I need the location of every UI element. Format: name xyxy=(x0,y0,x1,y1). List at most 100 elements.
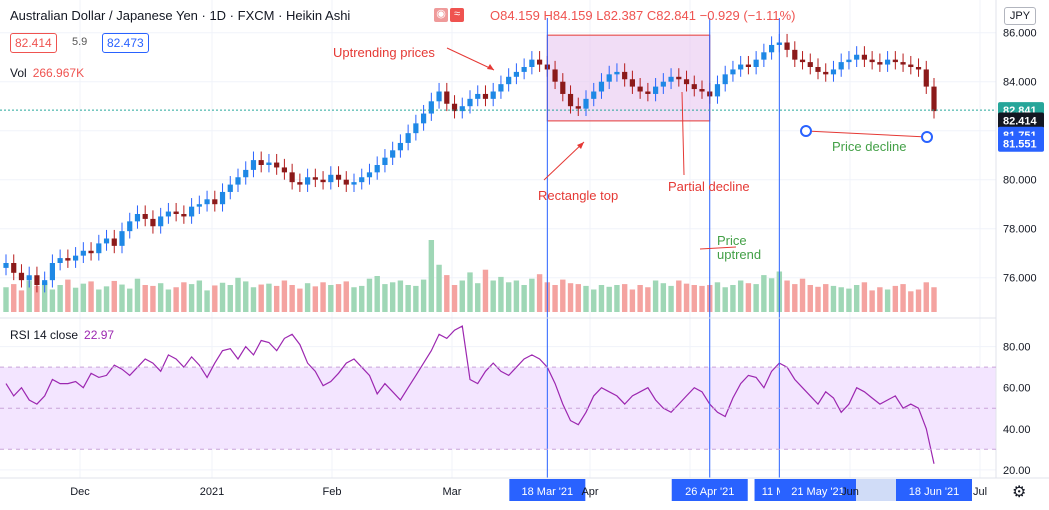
annotation-price-decline: Price decline xyxy=(832,139,906,154)
candle-body xyxy=(390,150,396,158)
candle-body xyxy=(119,231,125,246)
candle-body xyxy=(683,79,690,85)
rsi-tick-label: 80.00 xyxy=(1003,342,1031,354)
volume-bar xyxy=(41,282,48,312)
eye-icon[interactable]: ◉ xyxy=(434,8,448,22)
candle-body xyxy=(42,280,48,286)
candle-body xyxy=(892,59,898,63)
time-tick-label: Dec xyxy=(70,486,90,498)
candle-body xyxy=(761,52,767,60)
candle-body xyxy=(127,221,133,232)
rsi-tick-label: 40.00 xyxy=(1003,424,1031,436)
volume-bar xyxy=(72,287,79,312)
candle-body xyxy=(428,101,434,114)
time-axis[interactable]: Dec 2021 Feb Mar 18 Mar '21 Apr 26 Apr '21 11 M… xyxy=(70,479,987,501)
volume-bar xyxy=(11,284,17,312)
annotation-price-uptrend-line1: Price xyxy=(717,233,747,248)
time-tick-label: Jul xyxy=(973,486,987,498)
volume-bar xyxy=(57,285,63,312)
candle-body xyxy=(289,172,295,183)
spread-value: 5.9 xyxy=(72,36,88,48)
volume-bar xyxy=(142,285,148,312)
sell-price-button[interactable]: 82.414 xyxy=(10,33,57,53)
volume-bar xyxy=(127,288,133,312)
volume-bar xyxy=(652,280,659,312)
candle-body xyxy=(567,93,574,107)
volume-bar xyxy=(714,282,721,312)
time-tick-label: 26 Apr '21 xyxy=(685,486,734,498)
volume-bar xyxy=(297,288,303,312)
candle-body xyxy=(877,62,883,65)
volume-bar xyxy=(343,281,349,312)
volume-bar xyxy=(436,264,442,312)
candle-body xyxy=(11,263,17,273)
candle-body xyxy=(111,238,117,246)
time-tick-label: 18 Mar '21 xyxy=(522,486,574,498)
candle-body xyxy=(351,182,357,185)
volume-bar xyxy=(846,288,852,312)
candle-body xyxy=(769,44,775,53)
candle-body xyxy=(668,76,674,82)
buy-price-button[interactable]: 82.473 xyxy=(102,33,149,53)
candle-body xyxy=(335,174,342,180)
price-tick-label: 80.000 xyxy=(1003,175,1037,187)
volume-bar xyxy=(830,285,837,312)
wave-icon[interactable]: ≈ xyxy=(450,8,464,22)
volume-bar xyxy=(119,284,125,312)
trend-handle-end xyxy=(921,131,933,143)
volume-bar xyxy=(219,282,226,312)
rsi-axis[interactable]: 80.00 60.00 40.00 20.00 xyxy=(1003,342,1031,477)
volume-bar xyxy=(606,286,612,312)
volume-bar xyxy=(730,285,736,312)
volume-bar xyxy=(173,287,179,312)
candle-body xyxy=(498,84,504,92)
time-label-box xyxy=(896,479,972,501)
volume-bar xyxy=(26,280,32,312)
candle-body xyxy=(475,93,481,99)
candle-body xyxy=(815,67,821,72)
candle-body xyxy=(738,64,744,70)
candle-body xyxy=(382,157,388,165)
volume-bar xyxy=(289,285,295,312)
candle-body xyxy=(691,84,697,90)
price-axis[interactable]: 86.00084.00080.00078.00076.00082.84182.4… xyxy=(998,28,1044,285)
volume-bar xyxy=(521,285,527,312)
volume-bar xyxy=(359,285,365,312)
volume-bar xyxy=(413,285,419,312)
candle-body xyxy=(266,162,272,165)
volume-bar xyxy=(784,280,790,312)
currency-button[interactable]: JPY xyxy=(1004,7,1036,25)
time-tick-label: 2021 xyxy=(200,486,224,498)
settings-gear-icon[interactable]: ⚙ xyxy=(1012,484,1027,501)
candle-body xyxy=(219,191,226,205)
candle-body xyxy=(173,211,179,214)
rsi-name: RSI 14 close xyxy=(10,328,79,342)
candle-body xyxy=(699,89,705,92)
volume-bar xyxy=(737,280,744,312)
rectangle-top-zone[interactable] xyxy=(546,34,711,122)
candle-body xyxy=(374,165,380,173)
volume-bar xyxy=(397,280,404,312)
volume-bar xyxy=(96,289,102,312)
candle-body xyxy=(784,42,790,50)
arrow-price-uptrend xyxy=(699,246,737,250)
volume-bar xyxy=(3,287,9,312)
candle-body xyxy=(660,81,666,87)
candle-body xyxy=(591,91,597,99)
volume-bar xyxy=(258,284,264,312)
candle-body xyxy=(490,91,496,99)
volume-name: Vol xyxy=(10,66,27,80)
legend-header: Australian Dollar / Japanese Yen · 1D · … xyxy=(10,8,796,23)
candle-body xyxy=(823,71,829,75)
annotations[interactable]: Uptrending prices Rectangle top Partial de… xyxy=(333,45,933,262)
symbol-title[interactable]: Australian Dollar / Japanese Yen · 1D · … xyxy=(10,8,351,23)
volume-bar xyxy=(838,287,844,312)
time-label-box xyxy=(671,479,748,501)
volume-bar xyxy=(351,287,357,312)
volume-bar xyxy=(598,285,605,312)
volume-bar xyxy=(250,287,257,312)
volume-bar xyxy=(188,284,195,312)
candle-body xyxy=(165,211,171,217)
candle-body xyxy=(3,263,9,268)
